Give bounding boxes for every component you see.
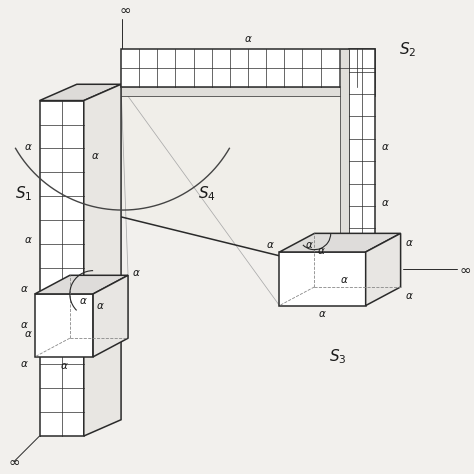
Text: $\alpha$: $\alpha$: [24, 236, 32, 246]
Text: $\alpha$: $\alpha$: [405, 291, 413, 301]
Text: $\alpha$: $\alpha$: [305, 240, 314, 250]
Text: $\alpha$: $\alpha$: [405, 237, 413, 248]
Polygon shape: [280, 233, 401, 252]
Text: $S_1$: $S_1$: [15, 184, 32, 203]
Text: $\alpha$: $\alpha$: [340, 275, 349, 285]
Text: $S_4$: $S_4$: [198, 184, 216, 203]
Polygon shape: [84, 87, 349, 273]
Text: $\alpha$: $\alpha$: [20, 320, 29, 330]
Text: $\alpha$: $\alpha$: [24, 142, 32, 152]
Text: $\infty$: $\infty$: [8, 455, 20, 469]
Text: $\alpha$: $\alpha$: [91, 152, 100, 162]
Polygon shape: [35, 275, 128, 294]
Polygon shape: [35, 294, 93, 357]
Text: $\alpha$: $\alpha$: [60, 361, 68, 371]
Text: $\alpha$: $\alpha$: [132, 268, 141, 278]
Polygon shape: [280, 252, 365, 306]
Text: $\alpha$: $\alpha$: [20, 284, 29, 294]
Text: $\alpha$: $\alpha$: [20, 359, 29, 369]
Polygon shape: [39, 100, 84, 436]
Text: $\alpha$: $\alpha$: [381, 142, 390, 152]
Text: $\alpha$: $\alpha$: [24, 328, 32, 338]
Polygon shape: [121, 49, 375, 87]
Text: $\alpha$: $\alpha$: [381, 198, 390, 208]
Text: $\alpha$: $\alpha$: [80, 296, 88, 306]
Polygon shape: [93, 275, 128, 357]
Text: $\alpha$: $\alpha$: [96, 301, 104, 310]
Text: $\alpha$: $\alpha$: [266, 240, 274, 250]
Text: $\infty$: $\infty$: [119, 3, 131, 17]
Polygon shape: [340, 49, 349, 273]
Text: $\alpha$: $\alpha$: [317, 246, 326, 256]
Polygon shape: [39, 84, 121, 100]
Text: $\alpha$: $\alpha$: [244, 34, 252, 44]
Text: $S_3$: $S_3$: [329, 347, 346, 366]
Text: $S_2$: $S_2$: [399, 40, 416, 59]
Polygon shape: [365, 233, 401, 306]
Text: $\infty$: $\infty$: [459, 263, 471, 276]
Polygon shape: [349, 49, 375, 273]
Text: $\alpha$: $\alpha$: [318, 309, 327, 319]
Polygon shape: [121, 87, 375, 96]
Polygon shape: [84, 84, 121, 436]
